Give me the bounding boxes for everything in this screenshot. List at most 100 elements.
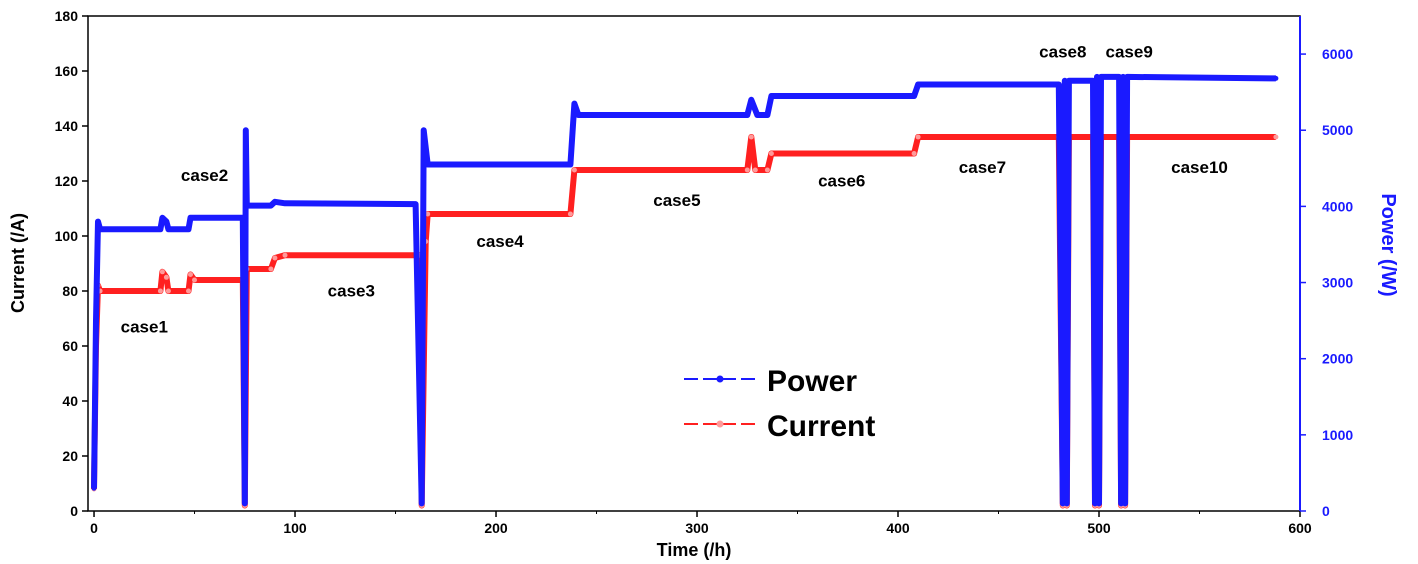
- current-data-point: [192, 277, 197, 283]
- case-annotation: case8: [1039, 42, 1086, 61]
- power-data-point: [91, 485, 97, 491]
- power-data-point: [186, 226, 191, 232]
- current-data-point: [764, 167, 770, 173]
- power-data-point: [242, 500, 248, 506]
- power-data-point: [272, 199, 278, 205]
- power-data-point: [1060, 500, 1066, 506]
- power-data-point: [567, 162, 573, 167]
- case-annotation: case10: [1171, 158, 1228, 177]
- y-right-tick-label: 6000: [1322, 46, 1353, 62]
- power-data-point: [744, 112, 750, 118]
- power-data-point: [748, 97, 754, 103]
- power-data-point: [163, 219, 169, 225]
- power-data-point: [282, 200, 288, 206]
- power-data-point: [425, 162, 431, 167]
- power-data-point: [97, 226, 103, 232]
- power-data-point: [268, 203, 274, 209]
- y-left-tick-label: 40: [62, 393, 78, 409]
- power-data-point: [159, 215, 165, 221]
- power-data-point: [1062, 78, 1068, 84]
- x-axis-label: Time (/h): [657, 540, 732, 560]
- y-right-tick-label: 1000: [1322, 427, 1353, 443]
- power-data-point: [1116, 74, 1122, 80]
- current-data-point: [165, 288, 171, 294]
- legend-current-label: Current: [767, 410, 875, 443]
- current-data-point: [744, 167, 750, 173]
- current-data-point: [163, 274, 169, 280]
- x-tick-label: 500: [1087, 520, 1111, 536]
- x-tick-label: 100: [283, 520, 307, 536]
- power-data-point: [1056, 82, 1062, 87]
- current-data-point: [188, 272, 193, 277]
- power-data-point: [188, 215, 193, 221]
- y-right-tick-label: 2000: [1322, 351, 1353, 367]
- legend-power-label: Power: [767, 365, 857, 398]
- power-data-point: [915, 82, 921, 87]
- power-data-point: [421, 127, 427, 133]
- power-data-point: [571, 101, 577, 107]
- current-data-point: [159, 269, 165, 275]
- power-data-point: [1124, 74, 1130, 80]
- power-data-point: [1064, 500, 1070, 506]
- power-data-point: [165, 226, 171, 232]
- current-data-point: [911, 151, 917, 156]
- y-left-tick-label: 140: [55, 118, 79, 134]
- current-data-point: [157, 288, 163, 294]
- current-data-point: [768, 151, 774, 156]
- power-data-point: [240, 215, 246, 221]
- power-data-point: [95, 219, 101, 225]
- current-data-point: [915, 134, 921, 140]
- x-tick-label: 0: [90, 520, 98, 536]
- power-data-point: [754, 112, 760, 118]
- power-data-point: [1122, 500, 1128, 506]
- current-data-point: [268, 266, 274, 272]
- case-annotation: case6: [818, 172, 865, 191]
- power-data-point: [244, 203, 250, 209]
- power-data-point: [1096, 500, 1102, 506]
- current-data-point: [567, 211, 573, 217]
- power-data-point: [93, 318, 99, 324]
- y-left-tick-label: 80: [62, 283, 78, 299]
- power-data-point: [1120, 74, 1126, 80]
- power-data-point: [1273, 75, 1279, 81]
- legend: Power Current: [684, 365, 875, 443]
- power-data-point: [764, 112, 770, 118]
- case-annotation: case2: [181, 166, 228, 185]
- power-data-point: [419, 500, 425, 506]
- power-data-point: [157, 226, 163, 232]
- case-annotation: case5: [653, 191, 700, 210]
- current-data-point: [282, 252, 288, 258]
- y-right-axis-label: Power (/W): [1377, 193, 1399, 296]
- case-annotation: case3: [328, 282, 375, 301]
- power-data-point: [575, 112, 581, 118]
- y-right-tick-label: 3000: [1322, 275, 1353, 291]
- power-data-point: [1118, 500, 1124, 506]
- power-data-point: [1068, 78, 1074, 84]
- case-annotation: case9: [1106, 42, 1153, 61]
- y-left-tick-label: 0: [70, 503, 78, 519]
- current-data-point: [752, 167, 758, 173]
- x-tick-label: 300: [685, 520, 709, 536]
- power-data-point: [1090, 78, 1096, 84]
- legend-current-marker: [716, 420, 724, 428]
- legend-power-marker: [716, 375, 724, 383]
- power-data-point: [243, 127, 249, 133]
- x-tick-label: 200: [484, 520, 508, 536]
- y-left-tick-label: 100: [55, 228, 79, 244]
- y-left-tick-label: 20: [62, 448, 78, 464]
- power-data-point: [1094, 74, 1100, 80]
- power-data-point: [1092, 500, 1098, 506]
- x-tick-label: 600: [1288, 520, 1312, 536]
- y-left-tick-label: 160: [55, 63, 79, 79]
- power-data-point: [768, 93, 774, 99]
- case-annotation: case1: [121, 317, 168, 336]
- power-data-point: [1098, 74, 1104, 80]
- current-data-point: [272, 255, 278, 261]
- power-data-point: [413, 201, 419, 207]
- power-data-point: [911, 93, 917, 99]
- y-right-tick-label: 5000: [1322, 122, 1353, 138]
- x-tick-label: 400: [886, 520, 910, 536]
- current-data-point: [571, 167, 577, 173]
- power-data-point: [194, 215, 199, 221]
- case-annotation: case7: [959, 158, 1006, 177]
